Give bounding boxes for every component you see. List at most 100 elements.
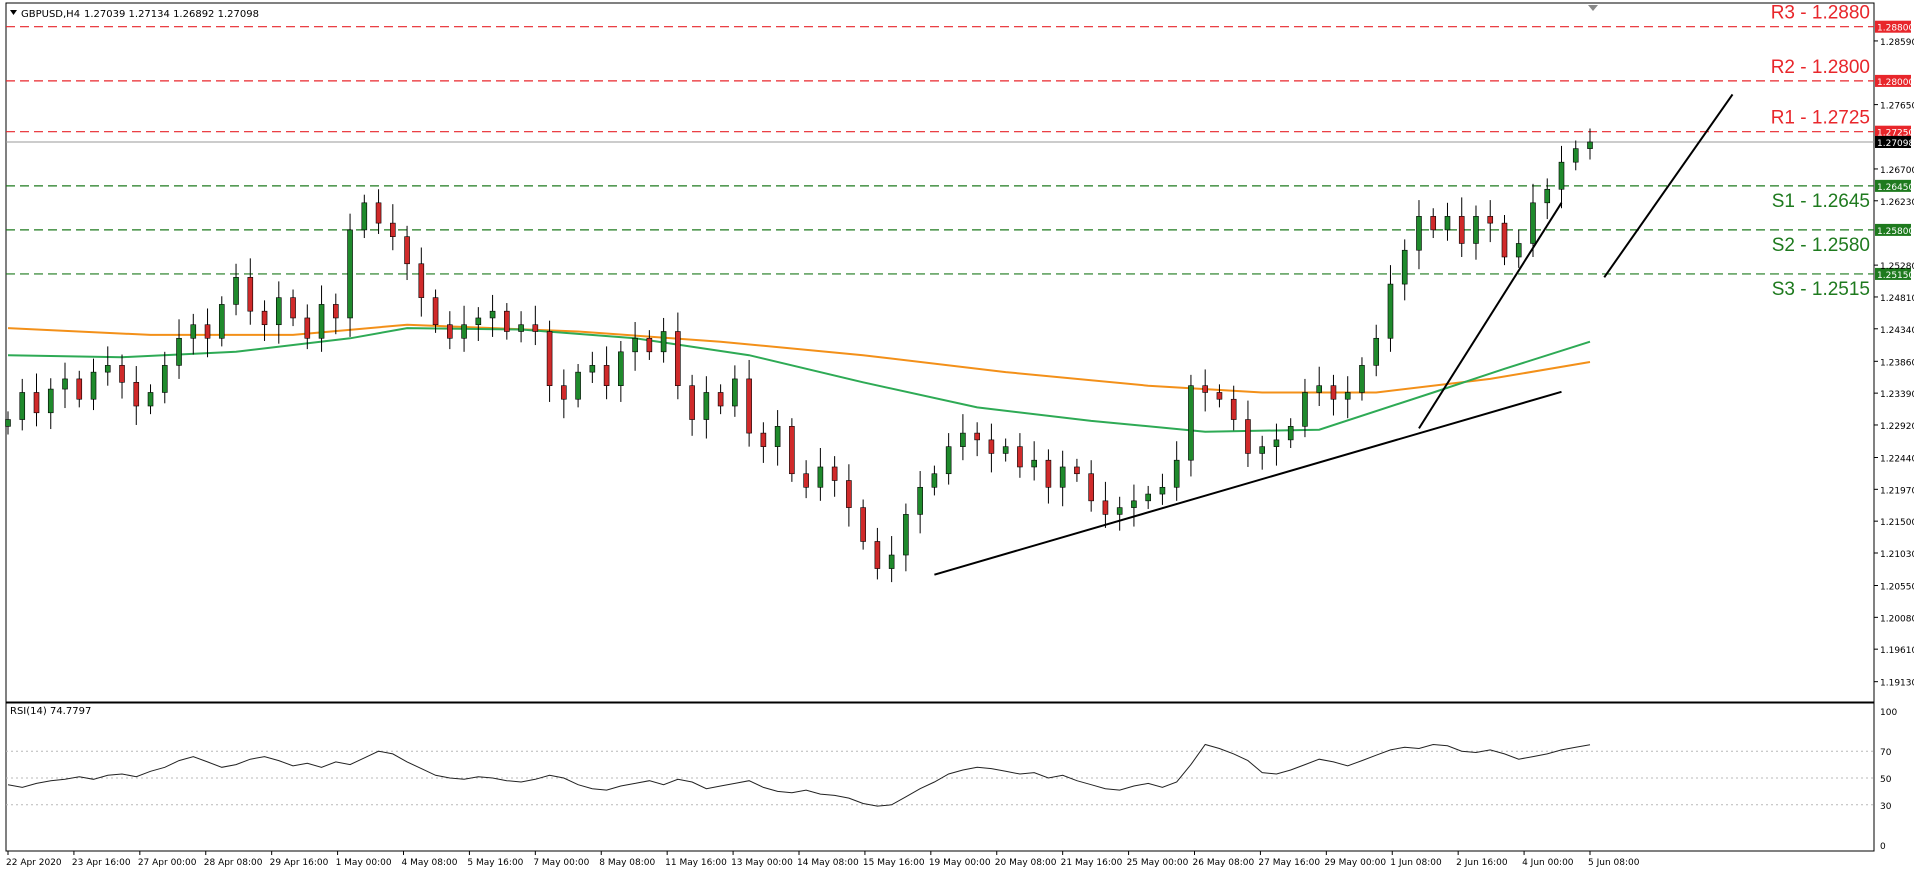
candle-body-94 (1344, 392, 1351, 400)
level-label-3: S1 - 1.2645 (1772, 191, 1870, 212)
candle-body-93 (1330, 385, 1337, 400)
price-tick-label-14: 1.23860 (1880, 358, 1914, 368)
candle-body-58 (831, 466, 838, 481)
candle-body-22 (318, 304, 325, 339)
moving-averages (7, 323, 1591, 433)
candle-body-82 (1173, 459, 1180, 488)
time-label-23: 4 Jun 00:00 (1522, 858, 1574, 868)
candle-body-111 (1587, 141, 1593, 149)
candle-body-101 (1444, 216, 1451, 231)
candle-body-27 (390, 222, 396, 237)
candle-body-62 (888, 554, 895, 569)
candle-body-106 (1515, 243, 1522, 258)
candle-body-75 (1074, 466, 1080, 475)
dropdown-triangle-icon[interactable] (10, 10, 17, 15)
candle-body-44 (632, 337, 638, 353)
price-tick-label-17: 1.22440 (1880, 454, 1914, 464)
candle-body-30 (432, 297, 439, 326)
candle-body-91 (1302, 392, 1308, 427)
candle-body-31 (447, 324, 453, 339)
time-axis: 22 Apr 2020 23 Apr 16:00 27 Apr 00:00 28 Ap… (6, 851, 1640, 868)
time-label-6: 4 May 08:00 (402, 858, 458, 868)
time-label-17: 25 May 00:00 (1127, 858, 1189, 868)
candle-body-83 (1188, 385, 1194, 461)
candle-body-15 (218, 304, 225, 339)
time-label-7: 5 May 16:00 (467, 858, 523, 868)
candle-body-49 (703, 392, 710, 420)
price-tick-label-1: 1.28590 (1880, 38, 1914, 48)
time-label-11: 13 May 00:00 (731, 858, 793, 868)
ma-slow-line (7, 323, 1591, 394)
candle-body-2 (33, 392, 40, 414)
price-tick-label-16: 1.22920 (1880, 422, 1914, 432)
trendlines (934, 93, 1734, 576)
candle-body-25 (361, 202, 368, 231)
time-label-20: 29 May 00:00 (1324, 858, 1386, 868)
price-tick-label-23: 1.19610 (1880, 646, 1914, 656)
candle-body-36 (518, 324, 524, 332)
price-tick-label-13: 1.24340 (1880, 326, 1914, 336)
time-label-16: 21 May 16:00 (1061, 858, 1123, 868)
level-label-5: S3 - 1.2515 (1772, 279, 1870, 300)
price-tick-label-24: 1.19130 (1880, 679, 1914, 689)
price-tick-label-15: 1.23390 (1880, 390, 1914, 400)
candle-body-81 (1159, 486, 1166, 495)
candle-body-3 (47, 388, 54, 414)
main-panel-frame (5, 2, 1875, 703)
level-tag-2 (1875, 125, 1911, 138)
candle-body-43 (618, 351, 624, 386)
candle-body-35 (504, 310, 510, 332)
candle-body-77 (1102, 500, 1109, 515)
candle-body-38 (546, 331, 553, 386)
level-label-2: R1 - 1.2725 (1771, 108, 1870, 129)
ma-fast-line (7, 327, 1591, 433)
time-label-8: 7 May 00:00 (533, 858, 589, 868)
candle-body-80 (1145, 493, 1151, 502)
candle-body-89 (1273, 439, 1280, 447)
candle-body-7 (104, 365, 111, 373)
current-price-tag (1875, 135, 1911, 148)
candle-body-110 (1572, 148, 1579, 163)
time-label-1: 23 Apr 16:00 (72, 858, 131, 868)
price-axis: 1.28590 1.27650 1.26700 1.26230 1.25280 1.248… (1874, 38, 1914, 689)
price-tick-label-18: 1.21970 (1880, 486, 1914, 496)
candle-body-88 (1259, 446, 1265, 454)
candles (5, 128, 1593, 583)
candle-body-9 (133, 382, 140, 407)
candle-body-79 (1131, 500, 1137, 508)
candle-body-92 (1316, 385, 1323, 393)
candle-body-20 (290, 297, 296, 319)
time-label-13: 15 May 16:00 (863, 858, 925, 868)
price-tick-label-8: 1.26230 (1880, 198, 1914, 208)
candle-body-33 (475, 317, 482, 326)
candle-body-0 (5, 419, 11, 427)
level-tag-text-4: 1.25800 (1877, 227, 1914, 237)
price-tick-label-3: 1.27650 (1880, 102, 1914, 112)
candle-body-1 (19, 392, 26, 420)
candle-body-96 (1373, 337, 1380, 366)
candle-body-84 (1202, 385, 1208, 393)
level-tag-text-3: 1.26450 (1877, 183, 1914, 193)
candle-body-48 (689, 385, 695, 420)
candle-body-102 (1458, 216, 1465, 244)
time-label-3: 28 Apr 08:00 (204, 858, 263, 868)
time-label-2: 27 Apr 00:00 (138, 858, 197, 868)
candle-body-16 (233, 277, 239, 305)
candle-body-54 (774, 426, 781, 447)
level-tag-1 (1875, 74, 1911, 87)
price-tick-label-21: 1.20550 (1880, 583, 1914, 593)
candle-body-6 (90, 371, 97, 400)
candle-body-69 (988, 439, 995, 454)
candle-body-67 (960, 432, 966, 447)
candle-body-60 (860, 507, 866, 542)
candle-body-71 (1017, 446, 1023, 468)
symbol-label: GBPUSD,H4 (21, 9, 80, 20)
trendline-0 (934, 390, 1562, 576)
price-tick-label-12: 1.24810 (1880, 294, 1914, 304)
candle-body-40 (575, 371, 581, 400)
candle-body-41 (589, 365, 596, 373)
time-label-10: 11 May 16:00 (665, 858, 727, 868)
scroll-marker-icon[interactable] (1588, 5, 1598, 11)
